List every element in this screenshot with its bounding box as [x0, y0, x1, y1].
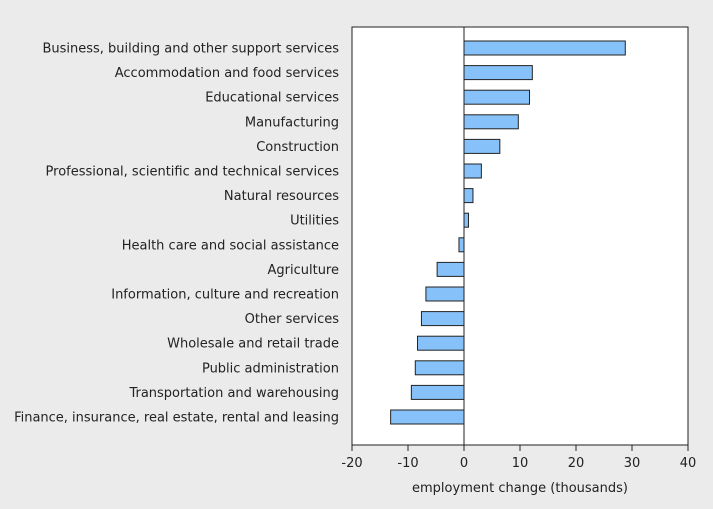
x-tick-label: -20	[341, 456, 362, 471]
category-label-wholesale-and-retail-trade: Wholesale and retail trade	[167, 337, 339, 352]
bar-wholesale-and-retail-trade	[417, 335, 465, 351]
bar-accommodation-and-food-services	[463, 65, 533, 81]
x-tick-label: 20	[568, 456, 585, 471]
bar-other-services	[420, 311, 465, 327]
category-label-construction: Construction	[256, 140, 339, 155]
category-label-natural-resources: Natural resources	[224, 189, 339, 204]
category-label-agriculture: Agriculture	[268, 263, 340, 278]
category-label-transportation-and-warehousing: Transportation and warehousing	[128, 386, 339, 401]
x-axis-title: employment change (thousands)	[412, 481, 628, 496]
x-tick-label: 40	[680, 456, 697, 471]
category-label-manufacturing: Manufacturing	[245, 115, 339, 130]
bar-business-building-and-other-support-services	[463, 40, 626, 56]
category-label-information-culture-and-recreation: Information, culture and recreation	[111, 288, 339, 303]
bar-finance-insurance-real-estate-rental-and-leasing	[390, 409, 465, 425]
category-label-utilities: Utilities	[290, 214, 339, 229]
x-tick-label: -10	[397, 456, 418, 471]
bar-construction	[463, 138, 501, 154]
bar-natural-resources	[463, 188, 474, 204]
category-label-business-building-and-other-support-services: Business, building and other support ser…	[42, 42, 339, 57]
bar-manufacturing	[463, 114, 519, 130]
category-labels-group: Business, building and other support ser…	[14, 42, 339, 426]
bar-educational-services	[463, 89, 531, 105]
category-label-health-care-and-social-assistance: Health care and social assistance	[122, 238, 339, 253]
category-label-public-administration: Public administration	[202, 361, 339, 376]
category-label-finance-insurance-real-estate-rental-and-leasing: Finance, insurance, real estate, rental …	[14, 411, 339, 426]
category-label-professional-scientific-and-technical-services: Professional, scientific and technical s…	[46, 165, 340, 180]
x-tick-label: 10	[512, 456, 529, 471]
bar-utilities	[463, 212, 469, 228]
bar-health-care-and-social-assistance	[458, 237, 465, 253]
bar-agriculture	[436, 261, 465, 277]
category-label-educational-services: Educational services	[205, 91, 339, 106]
bar-professional-scientific-and-technical-services	[463, 163, 482, 179]
bar-information-culture-and-recreation	[425, 286, 465, 302]
category-label-accommodation-and-food-services: Accommodation and food services	[115, 66, 339, 81]
category-label-other-services: Other services	[245, 312, 340, 327]
x-axis-ticks-group: -20 -10 0 10 20 30 40	[341, 445, 696, 471]
x-tick-label: 30	[624, 456, 641, 471]
bar-transportation-and-warehousing	[410, 384, 465, 400]
x-tick-label: 0	[460, 456, 468, 471]
bar-public-administration	[414, 360, 465, 376]
bars-group	[390, 40, 626, 425]
